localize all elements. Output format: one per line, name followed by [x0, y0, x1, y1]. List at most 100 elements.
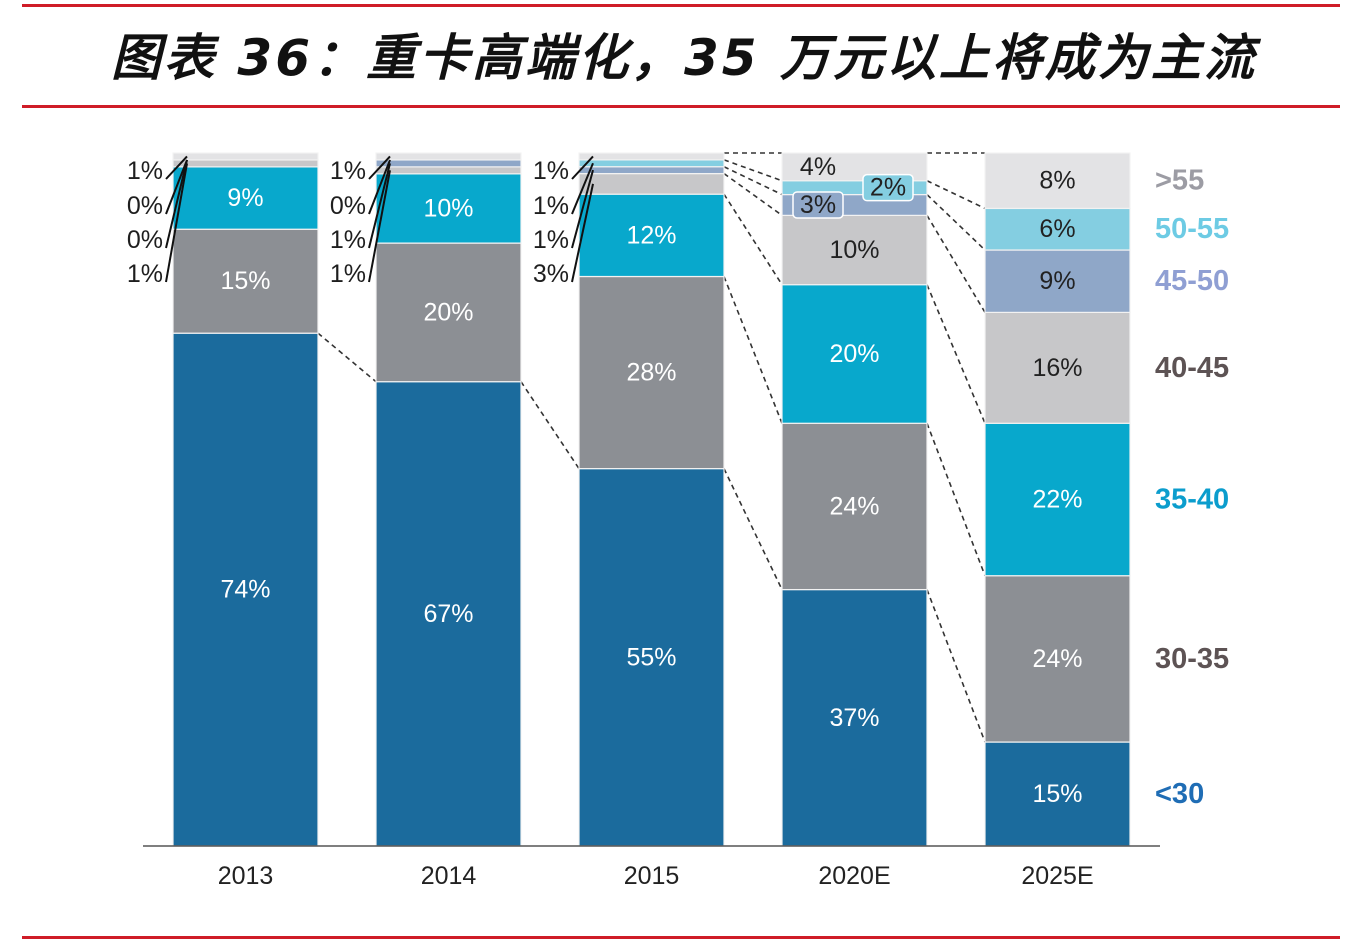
- legend-label-50-55: 50-55: [1155, 213, 1229, 245]
- title-top-rule: [22, 4, 1340, 7]
- legend-label-40-45: 40-45: [1155, 352, 1229, 384]
- chart-title: 图表 36：重卡高端化，35 万元以上将成为主流: [111, 29, 1257, 87]
- value-label-2025e-lt30: 15%: [1032, 780, 1082, 808]
- segment-2020e-gt55: [781, 152, 928, 182]
- value-label-2015-30-35: 28%: [626, 359, 676, 387]
- segment-2015-gt55: [578, 152, 725, 161]
- segment-2015-40-45: [578, 172, 725, 195]
- label-box-2020e-50-55: [862, 173, 914, 202]
- connector-lines: [317, 152, 986, 743]
- value-label-2025e-35-40: 22%: [1032, 486, 1082, 514]
- segment-2025e-30-35: [984, 575, 1131, 743]
- value-label-2013-45-50: 0%: [127, 226, 163, 254]
- value-label-2015-35-40: 12%: [626, 221, 676, 249]
- segment-2020e-lt30: [781, 588, 928, 847]
- label-box-2020e-45-50: [792, 191, 844, 219]
- segment-2015-lt30: [578, 468, 725, 847]
- value-label-2015-lt30: 55%: [626, 643, 676, 671]
- segment-2014-45-50: [375, 159, 522, 168]
- value-label-2014-35-40: 10%: [423, 194, 473, 222]
- value-label-2020e-30-35: 24%: [829, 492, 879, 520]
- leader-line-2014-gt55: [368, 155, 391, 180]
- value-labels: 74% 15% 9% 1% 0% 0% 1% 67% 20% 10% 1% 1% 0% 1% 55% 28% 1…: [127, 153, 1083, 808]
- x-tick-label-2014: 2014: [421, 862, 477, 890]
- connector-2015-2020e-45-50: [723, 166, 783, 196]
- segment-2014-lt30: [375, 381, 522, 847]
- connector-2014-2015-lt30: [520, 381, 580, 470]
- value-label-2013-35-40: 9%: [227, 184, 263, 212]
- connector-2020e-2025e-50-55: [926, 179, 986, 210]
- segment-2014-30-35: [375, 242, 522, 383]
- value-label-2014-lt30: 67%: [423, 600, 473, 628]
- segment-2020e-30-35: [781, 422, 928, 591]
- value-label-2025e-45-50: 9%: [1039, 267, 1075, 295]
- value-label-2013-lt30: 74%: [220, 576, 270, 604]
- leader-line-2014-50-55: [368, 159, 391, 215]
- value-label-2020e-50-55: 2%: [870, 174, 906, 202]
- connector-2020e-2025e-30-35: [926, 422, 986, 577]
- connector-2020e-2025e-35-40: [926, 284, 986, 424]
- legend-label-35-40: 35-40: [1155, 484, 1229, 516]
- segment-2020e-35-40: [781, 284, 928, 424]
- value-label-2014-30-35: 20%: [423, 298, 473, 326]
- connector-2020e-2025e-45-50: [926, 194, 986, 251]
- segment-2014-35-40: [375, 173, 522, 244]
- value-label-2015-50-55: 1%: [533, 192, 569, 220]
- x-tick-label-2013: 2013: [218, 862, 274, 890]
- connector-2020e-2025e-lt30: [926, 589, 986, 743]
- segment-2013-35-40: [172, 166, 319, 230]
- value-label-2013-gt55: 1%: [127, 157, 163, 185]
- x-tick-label-2025e: 2025E: [1021, 862, 1093, 890]
- connector-2015-2020e-50-55: [723, 159, 783, 182]
- value-label-2025e-gt55: 8%: [1039, 167, 1075, 195]
- value-label-2014-45-50: 1%: [330, 226, 366, 254]
- legend: <30 30-35 35-40 40-45 45-50 50-55 >55: [1155, 165, 1229, 810]
- value-label-2020e-gt55: 4%: [800, 153, 836, 181]
- value-label-2014-gt55: 1%: [330, 157, 366, 185]
- connector-2015-2020e-30-35: [723, 276, 783, 424]
- connector-2020e-2025e-40-45: [926, 214, 986, 313]
- value-label-2020e-40-45: 10%: [829, 236, 879, 264]
- x-tick-label-2020e: 2020E: [818, 862, 890, 890]
- footer-rule: [22, 936, 1340, 939]
- leader-line-2013-45-50: [165, 159, 188, 249]
- segment-2013-lt30: [172, 332, 319, 847]
- value-label-2013-30-35: 15%: [220, 267, 270, 295]
- bar-segments: [172, 152, 1131, 847]
- connector-2013-2014-lt30: [317, 332, 377, 383]
- connector-2015-2020e-lt30: [723, 468, 783, 590]
- value-label-2020e-45-50: 3%: [800, 191, 836, 219]
- leader-line-2013-40-45: [165, 163, 188, 283]
- segment-2015-50-55: [578, 159, 725, 168]
- leader-line-2015-40-45: [571, 183, 594, 283]
- value-label-2015-gt55: 1%: [533, 157, 569, 185]
- value-label-2015-40-45: 3%: [533, 260, 569, 288]
- segment-2013-30-35: [172, 228, 319, 334]
- leader-line-2015-45-50: [571, 169, 594, 249]
- x-tick-label-2015: 2015: [624, 862, 680, 890]
- segment-2025e-gt55: [984, 152, 1131, 210]
- value-label-2015-45-50: 1%: [533, 226, 569, 254]
- connector-2015-2020e-35-40: [723, 193, 783, 286]
- value-label-2025e-40-45: 16%: [1032, 354, 1082, 382]
- value-label-2020e-lt30: 37%: [829, 704, 879, 732]
- value-label-2025e-50-55: 6%: [1039, 215, 1075, 243]
- value-label-2014-40-45: 1%: [330, 260, 366, 288]
- value-label-2013-40-45: 1%: [127, 260, 163, 288]
- leader-line-2015-gt55: [571, 155, 594, 180]
- legend-label-lt30: <30: [1155, 778, 1204, 810]
- leader-line-2013-gt55: [165, 155, 188, 180]
- legend-label-30-35: 30-35: [1155, 643, 1229, 675]
- segment-2025e-40-45: [984, 311, 1131, 424]
- title-bottom-rule: [22, 105, 1340, 108]
- legend-label-45-50: 45-50: [1155, 265, 1229, 297]
- value-label-2020e-35-40: 20%: [829, 340, 879, 368]
- segment-2014-40-45: [375, 166, 522, 175]
- x-axis-group: 2013 2014 2015 2020E 2025E: [143, 845, 1160, 890]
- leader-line-2014-40-45: [368, 170, 391, 283]
- segment-2025e-35-40: [984, 422, 1131, 577]
- segment-2025e-45-50: [984, 249, 1131, 313]
- value-label-2014-50-55: 0%: [330, 192, 366, 220]
- value-label-2013-50-55: 0%: [127, 192, 163, 220]
